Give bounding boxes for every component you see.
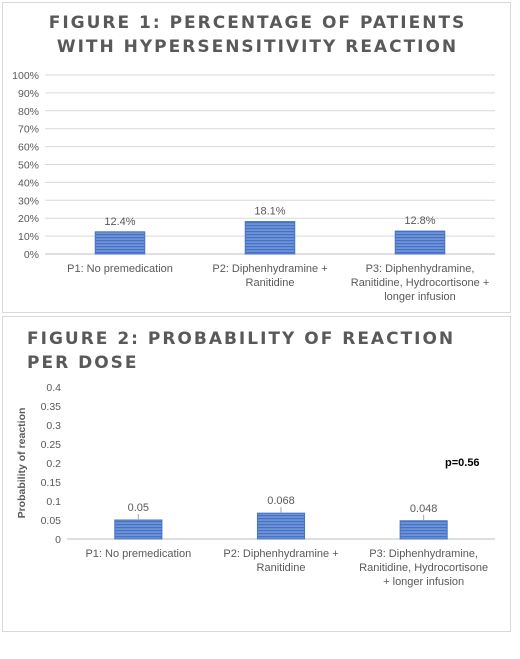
bar (394, 230, 446, 255)
y-tick-label: 0.35 (41, 401, 62, 413)
figure-2-panel: FIGURE 2: PROBABILITY OF REACTION PER DO… (2, 316, 511, 632)
y-tick-label: 50% (18, 160, 39, 172)
data-label: 18.1% (254, 206, 285, 218)
x-category-label: P3: Diphenhydramine, (369, 548, 478, 560)
y-tick-label: 40% (18, 177, 39, 189)
y-tick-label: 0% (24, 249, 39, 261)
y-tick-label: 80% (18, 106, 39, 118)
x-category-label: + longer infusion (383, 576, 464, 588)
data-label: 0.068 (267, 495, 295, 507)
y-tick-label: 0.3 (46, 420, 61, 432)
bar (399, 520, 448, 540)
y-tick-label: 0.05 (41, 515, 62, 527)
figure-1-title-line-2: WITH HYPERSENSITIVITY REACTION (56, 37, 459, 57)
x-category-label: longer infusion (384, 291, 456, 303)
y-tick-label: 0.2 (46, 458, 61, 470)
figure-2-title: FIGURE 2: PROBABILITY OF REACTION PER DO… (27, 327, 487, 375)
x-category-label: Ranitidine (246, 277, 295, 289)
x-category-label: P1: No premedication (85, 548, 191, 560)
figure-2-chart: 0 0.05 0.1 0.15 0.2 0.25 0.3 0.35 0.4 0.05 P1: No … (16, 382, 495, 588)
y-tick-label: 0.4 (46, 382, 61, 394)
x-category-label: P1: No premedication (67, 263, 173, 275)
y-tick-label: 10% (18, 231, 39, 243)
y-tick-label: 0 (55, 534, 61, 546)
figure-1-panel: FIGURE 1: PERCENTAGE OF PATIENTS WITH HY… (2, 2, 511, 313)
bar (114, 519, 163, 540)
y-tick-label: 0.15 (41, 477, 62, 489)
bar (94, 231, 146, 255)
y-tick-label: 0.1 (46, 496, 61, 508)
figure-1-title: FIGURE 1: PERCENTAGE OF PATIENTS WITH HY… (3, 11, 512, 59)
data-label: 0.05 (128, 502, 149, 514)
x-category-label: P3: Diphenhydramine, (366, 263, 475, 275)
y-tick-label: 0.25 (41, 439, 62, 451)
bar (244, 221, 296, 255)
y-tick-label: 100% (12, 70, 39, 82)
y-tick-label: 60% (18, 142, 39, 154)
x-category-label: P2: Diphenhydramine + (212, 263, 327, 275)
x-category-label: Ranitidine (257, 562, 306, 574)
y-axis-title: Probability of reaction (16, 408, 28, 519)
x-category-label: Ranitidine, Hydrocortisone (359, 562, 488, 574)
x-category-label: Ranitidine, Hydrocortisone + (351, 277, 490, 289)
y-tick-label: 30% (18, 195, 39, 207)
p-value-annotation: p=0.56 (445, 457, 480, 469)
figure-1-title-line-1: FIGURE 1: PERCENTAGE OF PATIENTS (48, 13, 467, 33)
x-category-label: P2: Diphenhydramine + (223, 548, 338, 560)
figure-2-title-line-1: FIGURE 2: PROBABILITY OF REACTION (27, 329, 456, 349)
data-label: 12.4% (104, 216, 135, 228)
bar (256, 512, 306, 540)
figure-2-title-line-2: PER DOSE (27, 353, 139, 373)
data-label: 0.048 (410, 503, 438, 515)
y-tick-label: 20% (18, 213, 39, 225)
y-tick-label: 70% (18, 124, 39, 136)
figure-1-chart: 0% 10% 20% 30% 40% 50% 60% 70% 80% 90% 100% 12.4% P1… (12, 70, 495, 303)
data-label: 12.8% (404, 215, 435, 227)
y-tick-label: 90% (18, 88, 39, 100)
